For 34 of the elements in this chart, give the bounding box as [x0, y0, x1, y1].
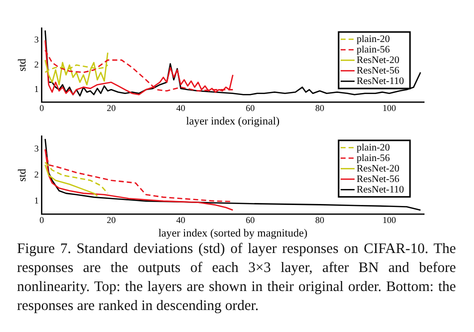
x-axis-title: layer index (sorted by magnitude) — [158, 227, 308, 240]
x-tick-label: 60 — [246, 214, 256, 225]
caption: Figure 7. Standard deviations (std) of layer responses on CIFAR-10. The responses are the outputs of each 3×3 layer, after BN and before nonlinearity. Top: the layers are shown in their original order. Bottom: the responses are ranked in descending order. — [16, 240, 457, 316]
legend-label: plain-56 — [356, 44, 390, 56]
x-tick-label: 80 — [315, 214, 325, 225]
y-axis-title: std — [16, 58, 28, 72]
x-tick-label: 100 — [382, 102, 396, 113]
x-tick-label: 80 — [315, 102, 325, 113]
x-tick-label: 40 — [176, 102, 186, 113]
y-tick-label: 2 — [34, 59, 39, 70]
line-series — [44, 162, 108, 194]
x-tick-label: 20 — [106, 102, 116, 113]
y-tick-label: 1 — [34, 84, 39, 94]
y-tick-label: 2 — [34, 170, 39, 180]
legend-label: ResNet-20 — [356, 163, 400, 174]
x-tick-label: 0 — [39, 214, 44, 225]
legend-label: ResNet-56 — [356, 174, 400, 185]
x-tick-label: 0 — [39, 102, 44, 113]
legend-label: plain-56 — [356, 152, 390, 164]
y-tick-label: 1 — [34, 195, 39, 206]
y-axis-title: std — [16, 168, 28, 182]
legend-label: plain-20 — [356, 34, 390, 45]
legend-label: ResNet-110 — [356, 184, 404, 196]
legend-label: ResNet-20 — [356, 54, 400, 66]
x-tick-label: 60 — [246, 102, 256, 113]
x-tick-label: 40 — [176, 214, 186, 225]
x-tick-label: 20 — [106, 214, 116, 225]
legend-label: plain-20 — [356, 142, 390, 154]
legend-label: ResNet-56 — [356, 65, 400, 76]
x-axis-title: layer index (original) — [186, 115, 280, 128]
legend-label: ResNet-110 — [356, 76, 404, 87]
y-tick-label: 3 — [34, 144, 40, 154]
x-tick-label: 100 — [382, 214, 396, 225]
y-tick-label: 3 — [34, 34, 40, 45]
